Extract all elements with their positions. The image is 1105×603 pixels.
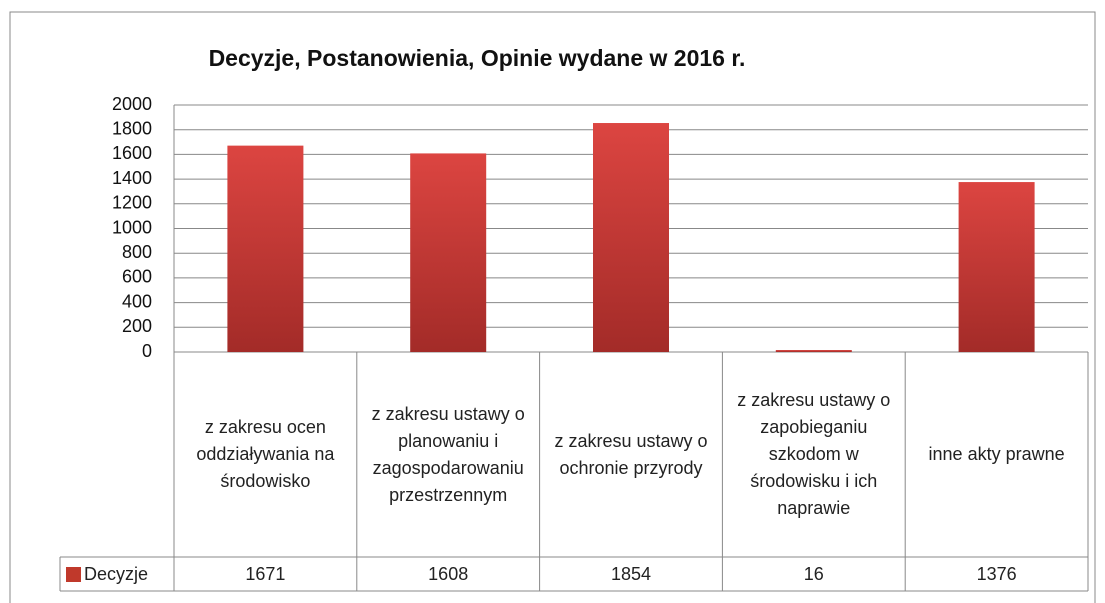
bar	[227, 145, 304, 352]
category-label: z zakresu ustawy o zapobieganiu szkodom …	[737, 390, 891, 518]
category-label: inne akty prawne	[928, 444, 1065, 464]
y-tick-label: 800	[122, 242, 152, 262]
bar	[775, 350, 852, 352]
data-table-value: 1854	[610, 563, 652, 584]
chart-border	[9, 11, 1096, 603]
y-tick-label: 400	[122, 291, 152, 311]
y-tick-label: 200	[122, 316, 152, 336]
category-label: z zakresu ustawy o planowaniu i zagospod…	[371, 403, 525, 505]
category-label: z zakresu ustawy o ochronie przyrody	[554, 430, 708, 478]
y-tick-label: 1600	[112, 143, 152, 163]
y-tick-label: 1400	[112, 168, 152, 188]
y-tick-label: 1200	[112, 193, 152, 213]
y-tick-label: 0	[142, 341, 152, 361]
bar	[958, 182, 1035, 352]
y-tick-label: 600	[122, 267, 152, 287]
bar	[593, 123, 669, 352]
legend-label: Decyzje	[84, 563, 149, 584]
data-table-value: 16	[803, 563, 824, 584]
bar	[410, 153, 487, 352]
legend-swatch	[66, 567, 81, 582]
category-label: z zakresu ocen oddziaływania na środowis…	[196, 417, 335, 491]
data-table-value: 1608	[428, 563, 469, 584]
y-tick-label: 2000	[112, 94, 152, 114]
data-table-value: 1671	[245, 563, 286, 584]
y-tick-label: 1800	[112, 118, 152, 138]
data-table-value: 1376	[976, 563, 1017, 584]
y-tick-label: 1000	[112, 217, 152, 237]
chart-title: Decyzje, Postanowienia, Opinie wydane w …	[209, 45, 746, 71]
